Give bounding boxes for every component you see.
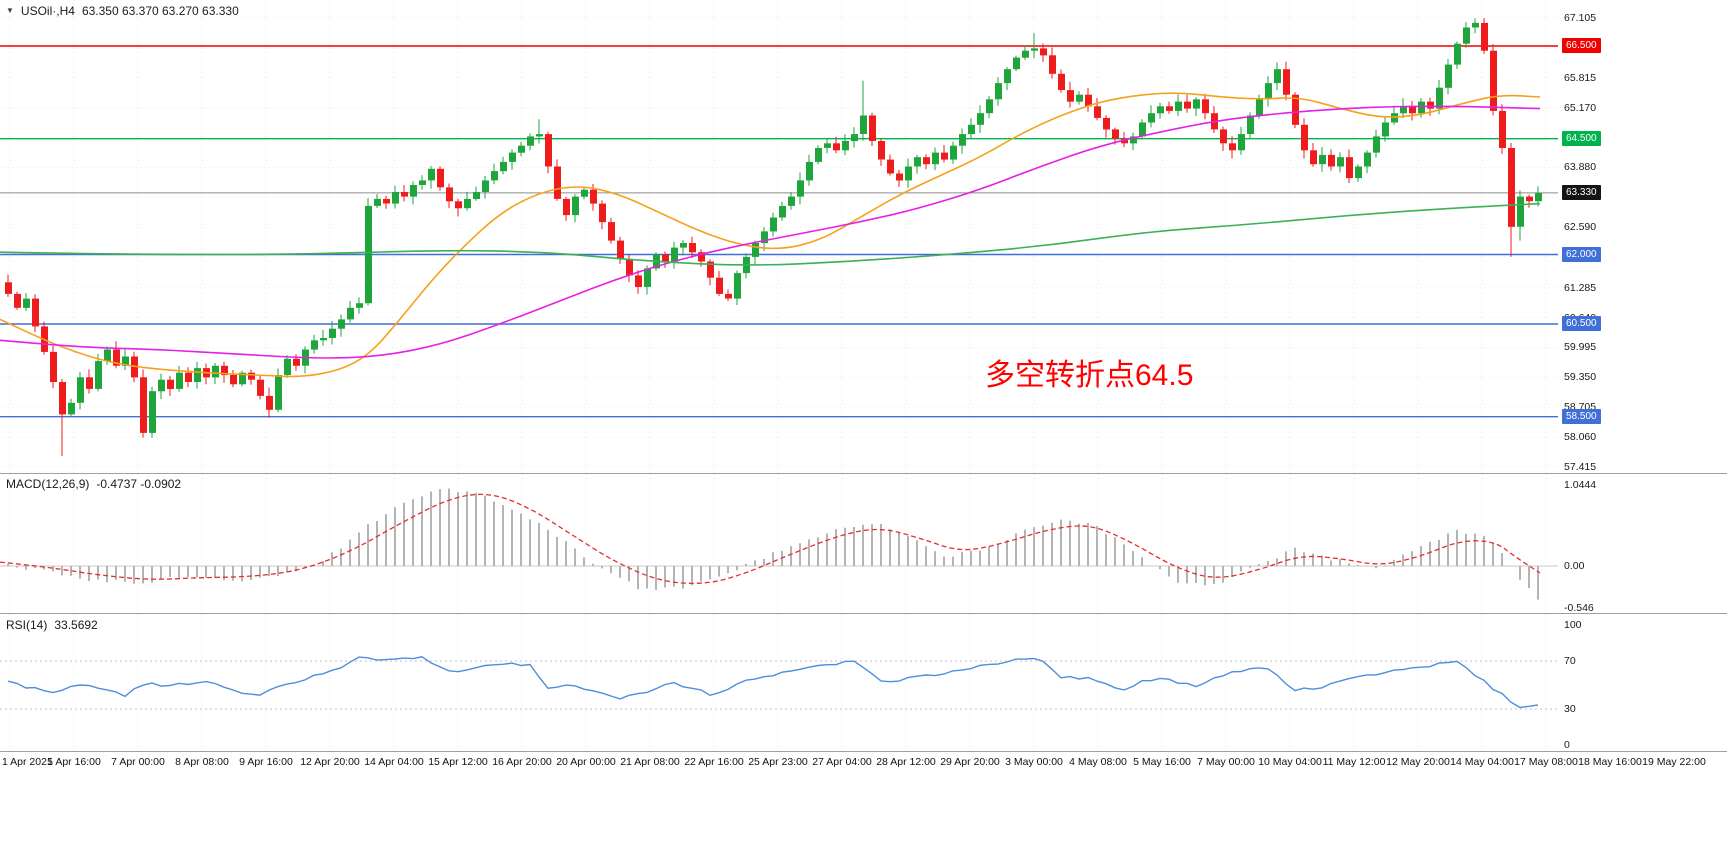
time-axis-label: 9 Apr 16:00 bbox=[239, 756, 293, 768]
price-axis-label: 59.350 bbox=[1564, 371, 1597, 383]
panel-separator[interactable] bbox=[0, 751, 1727, 752]
rsi-indicator-value: 33.5692 bbox=[54, 618, 98, 632]
macd-axis-label: 1.0444 bbox=[1564, 479, 1597, 491]
time-axis-label: 25 Apr 23:00 bbox=[748, 756, 808, 768]
symbol-dropdown-icon[interactable]: ▼ bbox=[6, 6, 14, 15]
current-price-badge: 63.330 bbox=[1562, 185, 1601, 200]
time-axis-label: 22 Apr 16:00 bbox=[684, 756, 744, 768]
price-axis-label: 63.880 bbox=[1564, 161, 1597, 173]
symbol-timeframe-label: USOil·,H4 bbox=[20, 4, 75, 18]
macd-histogram bbox=[7, 488, 1539, 600]
chart-legend: ▼ USOil·,H4 63.350 63.370 63.270 63.330 bbox=[6, 4, 239, 18]
time-axis[interactable]: 1 Apr 2021 5 Apr 16:00 7 Apr 00:00 8 Apr 08… bbox=[0, 752, 1727, 778]
ohlc-values: 63.350 63.370 63.270 63.330 bbox=[81, 4, 239, 18]
time-axis-label: 11 May 12:00 bbox=[1322, 756, 1386, 768]
time-axis-label: 21 Apr 08:00 bbox=[620, 756, 680, 768]
time-axis-label: 28 Apr 12:00 bbox=[876, 756, 936, 768]
time-axis-label: 18 May 16:00 bbox=[1578, 756, 1642, 768]
price-level-badge[interactable]: 62.000 bbox=[1562, 247, 1601, 262]
price-axis-label: 67.105 bbox=[1564, 12, 1597, 24]
time-axis-label: 27 Apr 04:00 bbox=[812, 756, 872, 768]
price-level-badge[interactable]: 64.500 bbox=[1562, 131, 1601, 146]
price-level-badge[interactable]: 60.500 bbox=[1562, 316, 1601, 331]
macd-legend: MACD(12,26,9) -0.4737 -0.0902 bbox=[6, 477, 181, 491]
chart-annotation: 多空转折点64.5 bbox=[985, 359, 1194, 392]
time-axis-label: 12 Apr 20:00 bbox=[300, 756, 360, 768]
time-axis-label: 5 Apr 16:00 bbox=[47, 756, 101, 768]
time-axis-label: 8 Apr 08:00 bbox=[175, 756, 229, 768]
price-axis-label: 62.590 bbox=[1564, 221, 1597, 233]
time-axis-label: 7 May 00:00 bbox=[1197, 756, 1255, 768]
rsi-indicator-label: RSI(14) bbox=[6, 618, 48, 632]
macd-signal-line bbox=[0, 493, 1541, 585]
rsi-axis-label: 30 bbox=[1564, 703, 1576, 715]
time-axis-label: 1 Apr 2021 bbox=[2, 756, 53, 768]
time-axis-label: 19 May 22:00 bbox=[1642, 756, 1706, 768]
macd-axis-label: -0.546 bbox=[1564, 602, 1594, 614]
price-axis-label: 65.170 bbox=[1564, 102, 1597, 114]
time-axis-label: 12 May 20:00 bbox=[1386, 756, 1450, 768]
price-level-badge[interactable]: 58.500 bbox=[1562, 409, 1601, 424]
time-axis-label: 14 May 04:00 bbox=[1450, 756, 1514, 768]
time-axis-label: 5 May 16:00 bbox=[1133, 756, 1191, 768]
price-chart-canvas[interactable] bbox=[0, 0, 1727, 474]
rsi-axis-label: 100 bbox=[1564, 619, 1582, 631]
price-axis[interactable]: 67.10565.81565.17063.88062.59061.28560.6… bbox=[1560, 0, 1727, 775]
macd-axis-label: 0.00 bbox=[1564, 560, 1585, 572]
time-axis-label: 7 Apr 00:00 bbox=[111, 756, 165, 768]
macd-panel-canvas[interactable] bbox=[0, 474, 1727, 614]
time-axis-label: 10 May 04:00 bbox=[1258, 756, 1322, 768]
price-axis-label: 59.995 bbox=[1564, 341, 1597, 353]
time-axis-label: 20 Apr 00:00 bbox=[556, 756, 616, 768]
rsi-panel-canvas[interactable] bbox=[0, 614, 1727, 752]
candlesticks bbox=[5, 18, 1542, 457]
time-axis-label: 17 May 08:00 bbox=[1514, 756, 1578, 768]
rsi-line bbox=[7, 656, 1539, 709]
price-level-badge[interactable]: 66.500 bbox=[1562, 38, 1601, 53]
time-axis-label: 14 Apr 04:00 bbox=[364, 756, 424, 768]
price-axis-label: 61.285 bbox=[1564, 282, 1597, 294]
rsi-axis-label: 0 bbox=[1564, 739, 1570, 751]
time-axis-label: 4 May 08:00 bbox=[1069, 756, 1127, 768]
time-axis-label: 3 May 00:00 bbox=[1005, 756, 1063, 768]
time-axis-label: 15 Apr 12:00 bbox=[428, 756, 488, 768]
ma-fast-orange bbox=[0, 92, 1541, 378]
time-axis-label: 29 Apr 20:00 bbox=[940, 756, 1000, 768]
panel-separator[interactable] bbox=[0, 613, 1727, 614]
macd-indicator-values: -0.4737 -0.0902 bbox=[96, 477, 182, 491]
time-axis-label: 16 Apr 20:00 bbox=[492, 756, 552, 768]
price-axis-label: 58.060 bbox=[1564, 431, 1597, 443]
ma-mid-magenta bbox=[0, 105, 1541, 359]
price-axis-label: 65.815 bbox=[1564, 72, 1597, 84]
rsi-axis-label: 70 bbox=[1564, 655, 1576, 667]
macd-indicator-label: MACD(12,26,9) bbox=[6, 477, 90, 491]
price-axis-label: 57.415 bbox=[1564, 461, 1597, 473]
ma-slow-green bbox=[0, 202, 1541, 266]
rsi-legend: RSI(14) 33.5692 bbox=[6, 618, 98, 632]
panel-separator[interactable] bbox=[0, 473, 1727, 474]
